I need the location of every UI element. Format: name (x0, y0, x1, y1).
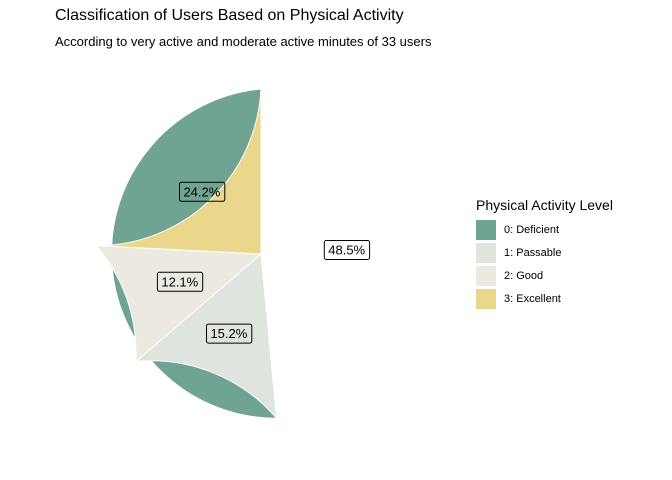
legend-swatch-1 (476, 242, 496, 263)
slice-label-1: 15.2% (206, 323, 253, 344)
legend-label-3: 3: Excellent (504, 292, 561, 305)
svg-text:15.2%: 15.2% (210, 326, 247, 341)
legend-item-2: 2: Good (476, 264, 613, 287)
legend-swatch-3 (476, 288, 496, 309)
legend-label-1: 1: Passable (504, 246, 562, 259)
legend: Physical Activity Level 0: Deficient 1: P… (476, 197, 613, 310)
legend-item-0: 0: Deficient (476, 218, 613, 241)
legend-label-2: 2: Good (504, 269, 544, 282)
svg-text:48.5%: 48.5% (328, 243, 365, 258)
slice-label-0: 48.5% (323, 240, 371, 260)
legend-item-3: 3: Excellent (476, 287, 613, 310)
slice-label-3: 24.2% (179, 181, 226, 202)
slice-label-2: 12.1% (156, 271, 204, 292)
chart-subtitle: According to very active and moderate ac… (55, 34, 432, 49)
svg-text:24.2%: 24.2% (183, 184, 220, 199)
legend-title: Physical Activity Level (476, 197, 613, 213)
legend-item-1: 1: Passable (476, 241, 613, 264)
pie-slice-2 (95, 245, 263, 363)
pie-slice-3 (96, 88, 262, 255)
svg-text:12.1%: 12.1% (161, 274, 198, 289)
legend-swatch-2 (476, 265, 496, 286)
legend-swatch-0 (476, 219, 496, 240)
chart-title: Classification of Users Based on Physica… (55, 7, 404, 24)
legend-label-0: 0: Deficient (504, 223, 560, 236)
